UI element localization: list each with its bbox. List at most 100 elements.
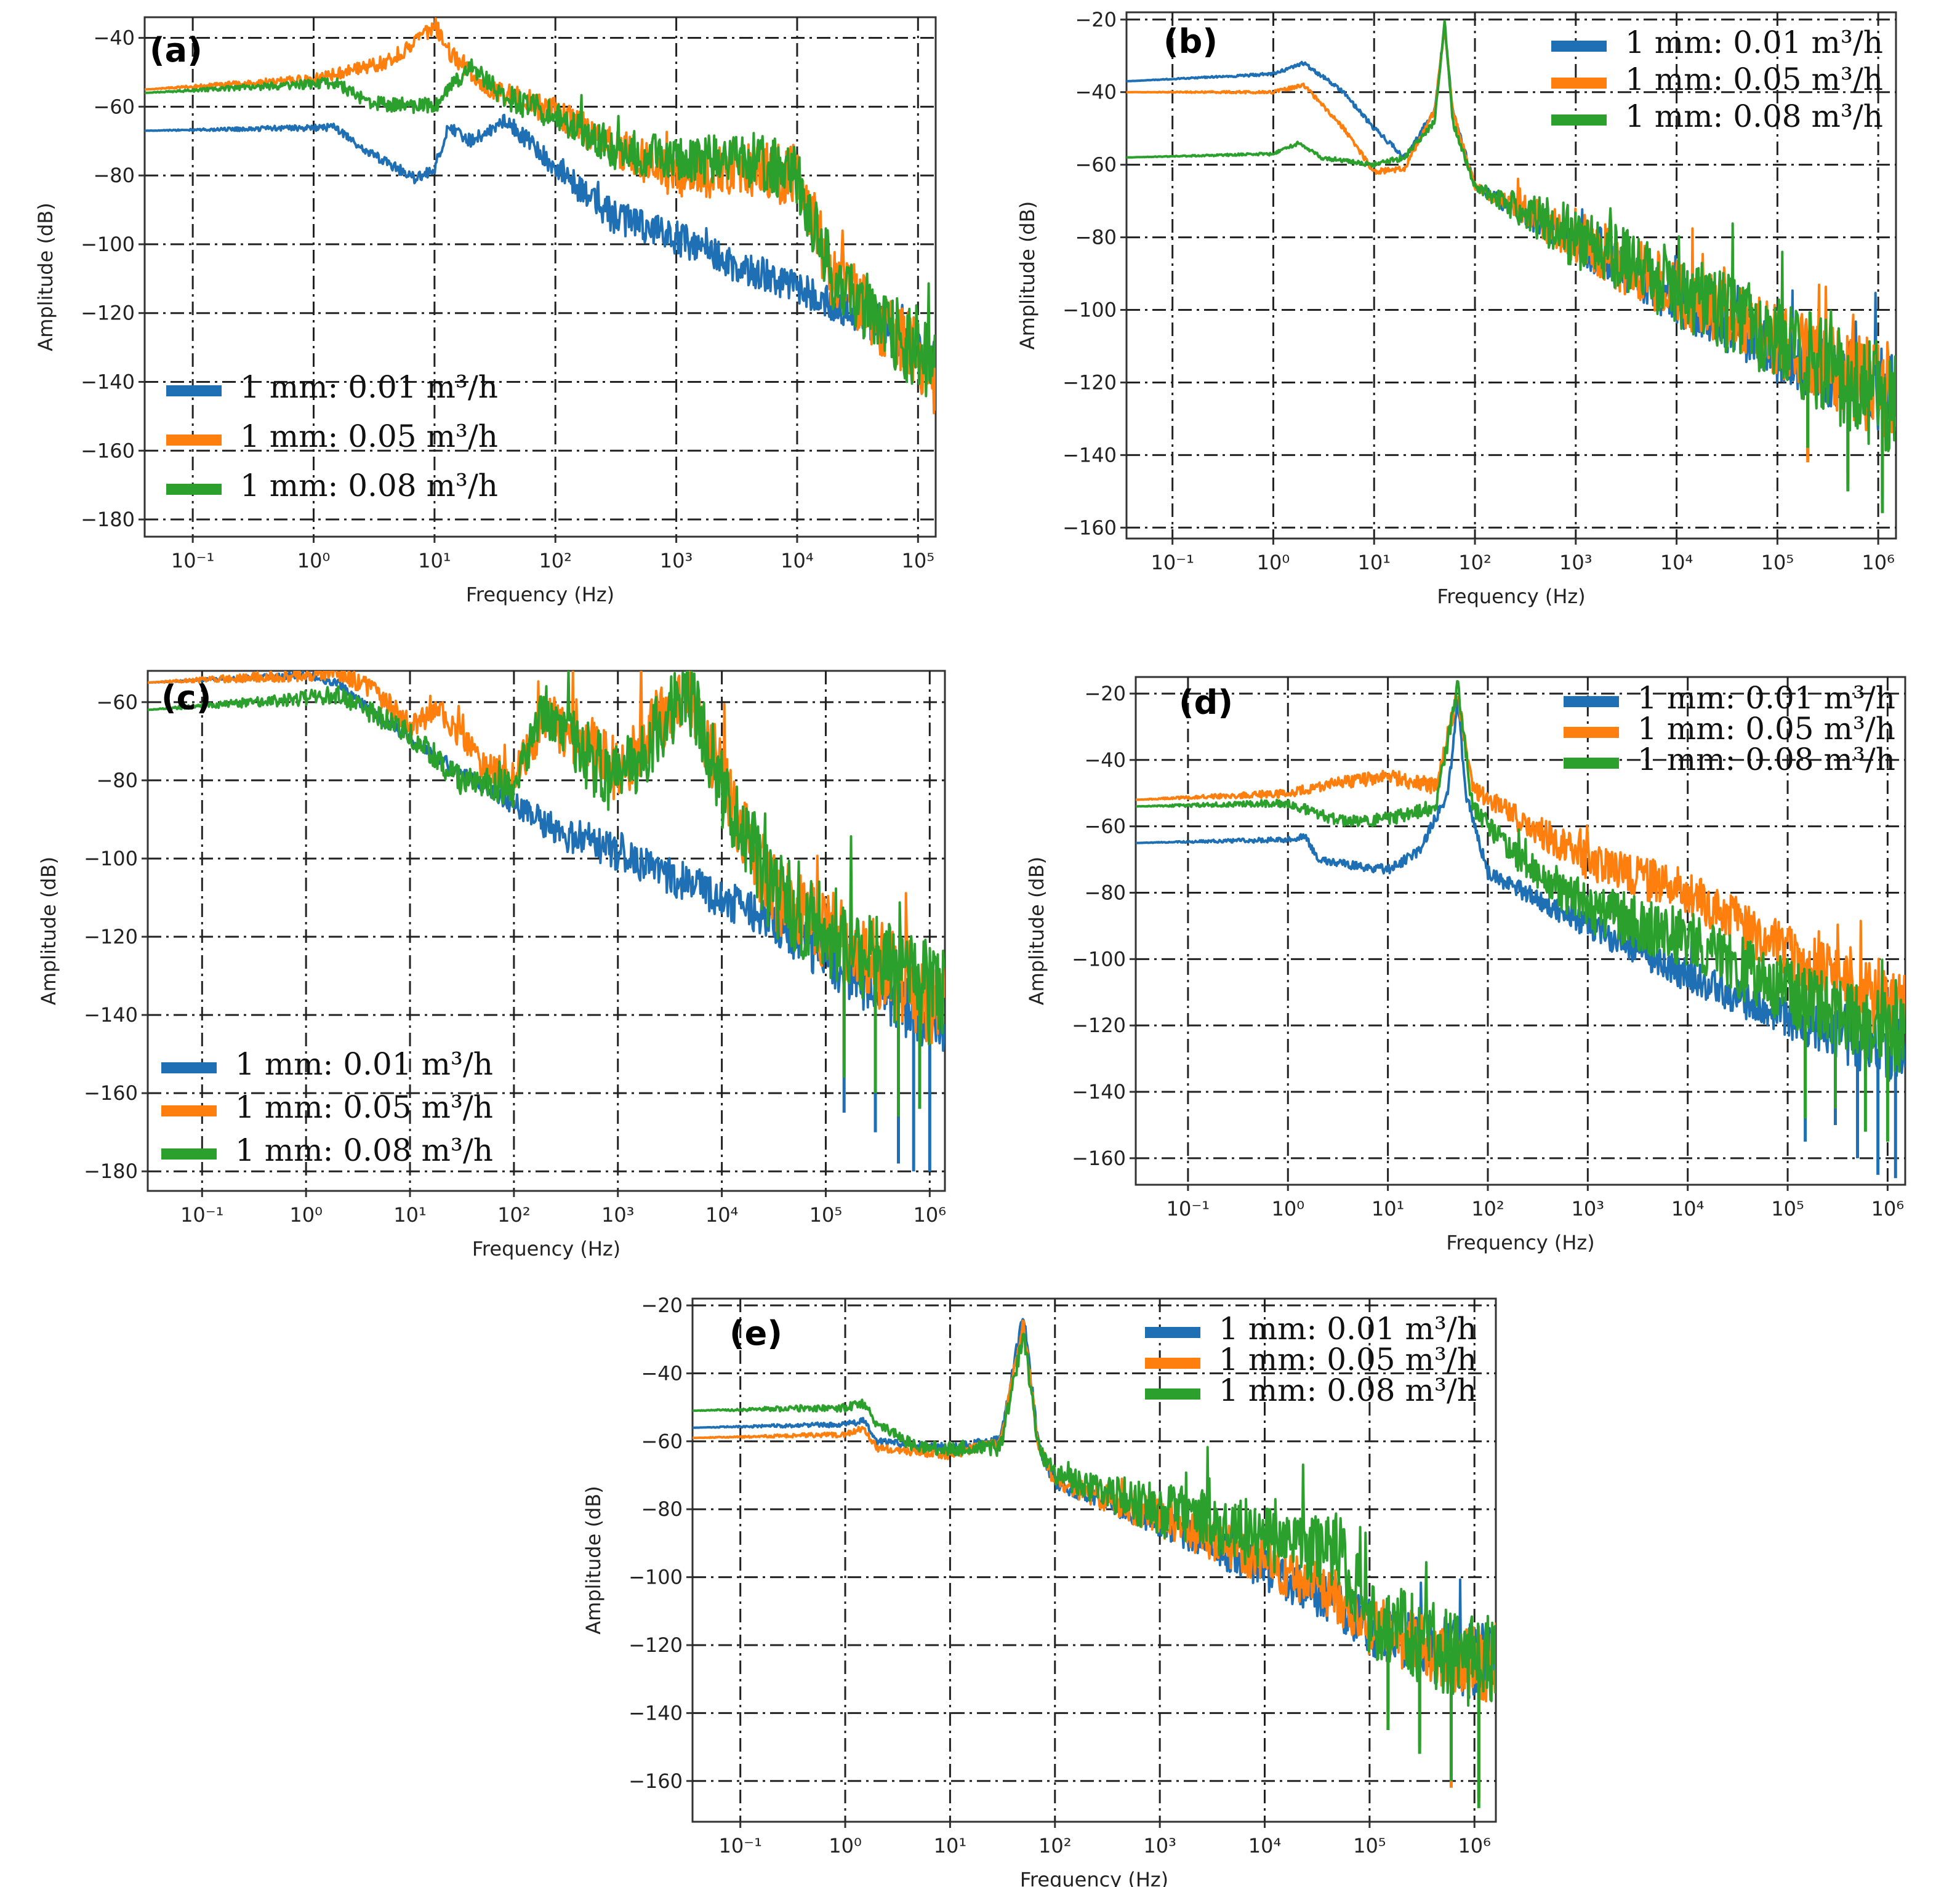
x-tick-label: 10³ [1559,551,1592,574]
legend-entry: 1 mm: 0.05 m³/h [1219,1342,1477,1377]
legend-entry: 1 mm: 0.05 m³/h [240,419,498,454]
x-tick-label: 10⁵ [1771,1197,1804,1220]
legend-swatch [161,1062,217,1073]
legend-entry: 1 mm: 0.01 m³/h [1625,25,1883,60]
y-tick-label: −140 [81,370,135,393]
y-tick-label: −40 [1084,748,1126,772]
x-tick-label: 10³ [660,549,693,572]
y-tick-label: −100 [629,1566,683,1589]
x-tick-label: 10⁰ [829,1834,862,1857]
series-group [1136,680,1905,1179]
y-tick-label: −140 [1072,1080,1126,1104]
y-tick-label: −120 [84,925,138,948]
chart-panel-5: 10⁻¹ 10⁰ 10¹ 10² 10³ 10⁴ 10⁵ 10⁶ −20 −40 −60 −80 −10… [582,1294,1497,1887]
legend-entry: 1 mm: 0.05 m³/h [235,1089,493,1125]
legend-swatch [1564,696,1619,707]
series-line [145,113,936,384]
x-axis-label: Frequency (Hz) [472,1237,621,1260]
x-tick-label: 10⁶ [1862,551,1895,574]
legend-swatch [1145,1388,1200,1400]
series-line [693,1332,1496,1707]
y-tick-label: −60 [1075,153,1117,177]
x-tick-label: 10⁴ [705,1203,739,1227]
y-tick-label: −60 [96,691,138,714]
series-line [148,671,945,1046]
chart-panel-1: 10⁻¹ 10⁰ 10¹ 10² 10³ 10⁴ 10⁵ −40 −60 −80 −100 −120 −… [34,16,937,606]
plot-area [1125,11,1897,540]
x-tick-label: 10⁻¹ [1151,551,1194,574]
legend-swatch [1551,114,1607,126]
x-tick-label: 10⁵ [1353,1834,1386,1857]
y-tick-label: −160 [84,1081,138,1105]
y-axis-label: Amplitude (dB) [1016,201,1039,350]
panel-label: (e) [729,1314,782,1353]
legend-entry: 1 mm: 0.08 m³/h [1219,1372,1477,1408]
y-tick-label: −160 [1072,1147,1126,1170]
legend-swatch [1564,758,1619,769]
y-tick-label: −20 [1084,682,1126,705]
x-tick-label: 10⁰ [1271,1197,1304,1220]
x-tick-label: 10⁻¹ [171,549,214,572]
y-tick-label: −160 [1062,516,1117,539]
y-tick-label: −60 [641,1430,683,1453]
x-tick-label: 10³ [601,1203,635,1227]
legend-entry: 1 mm: 0.01 m³/h [240,369,498,405]
y-tick-label: −120 [1072,1014,1126,1037]
x-axis-label: Frequency (Hz) [1446,1231,1594,1254]
x-axis-label: Frequency (Hz) [1437,585,1585,608]
series-line [145,58,936,398]
x-tick-label: 10² [1458,551,1492,574]
x-axis-label: Frequency (Hz) [1020,1868,1168,1887]
legend-entry: 1 mm: 0.08 m³/h [240,468,498,503]
x-tick-label: 10⁻¹ [1167,1197,1210,1220]
y-tick-label: −120 [1062,371,1117,394]
series-line [1136,699,1905,1082]
y-tick-label: −80 [1075,226,1117,249]
y-tick-label: −160 [629,1769,683,1793]
y-tick-label: −180 [81,508,135,531]
y-tick-label: −80 [93,164,135,187]
legend-swatch [1564,727,1619,738]
x-tick-label: 10³ [1572,1197,1605,1220]
legend-swatch [166,435,222,446]
y-axis-label: Amplitude (dB) [1025,857,1048,1005]
x-tick-label: 10⁰ [289,1203,323,1227]
legend-swatch [161,1105,217,1116]
panel-label: (d) [1179,683,1233,722]
x-tick-label: 10⁵ [809,1203,843,1227]
x-tick-label: 10² [1471,1197,1504,1220]
chart-panel-4: 10⁻¹ 10⁰ 10¹ 10² 10³ 10⁴ 10⁵ 10⁶ −20 −40 −60 −80 −10… [1025,676,1906,1254]
y-axis-label: Amplitude (dB) [34,202,57,351]
y-tick-label: −40 [641,1361,683,1385]
y-tick-label: −140 [629,1701,683,1725]
series-group [148,671,945,1172]
y-tick-label: −100 [81,233,135,256]
x-tick-label: 10⁻¹ [180,1203,223,1227]
chart-panel-2: 10⁻¹ 10⁰ 10¹ 10² 10³ 10⁴ 10⁵ 10⁶ −20 −40 −60 −80 −10… [1016,8,1897,608]
series-line [1136,680,1905,1073]
x-tick-label: 10⁴ [1660,551,1693,574]
x-tick-label: 10⁴ [781,549,814,572]
x-axis-label: Frequency (Hz) [466,583,614,606]
x-tick-label: 10⁵ [1761,551,1794,574]
legend-entry: 1 mm: 0.05 m³/h [1625,62,1883,97]
y-tick-label: −180 [84,1160,138,1183]
panel-label: (a) [150,31,203,70]
x-tick-label: 10¹ [1357,551,1391,574]
legend-swatch [1551,78,1607,89]
x-tick-label: 10⁻¹ [718,1834,761,1857]
legend-entry: 1 mm: 0.05 m³/h [1637,711,1895,747]
x-tick-label: 10⁰ [297,549,331,572]
x-tick-label: 10¹ [1372,1197,1405,1220]
legend-entry: 1 mm: 0.08 m³/h [1625,98,1883,134]
y-tick-label: −100 [1072,947,1126,971]
y-tick-label: −140 [84,1003,138,1027]
chart-panel-3: 10⁻¹ 10⁰ 10¹ 10² 10³ 10⁴ 10⁵ 10⁶ −60 −80 −100 −120 −… [37,670,946,1260]
y-tick-label: −100 [84,847,138,870]
x-tick-label: 10² [539,549,572,572]
legend-entry: 1 mm: 0.01 m³/h [235,1046,493,1082]
series-line [1127,20,1896,452]
legend-swatch [166,385,222,396]
series-group [145,17,936,415]
